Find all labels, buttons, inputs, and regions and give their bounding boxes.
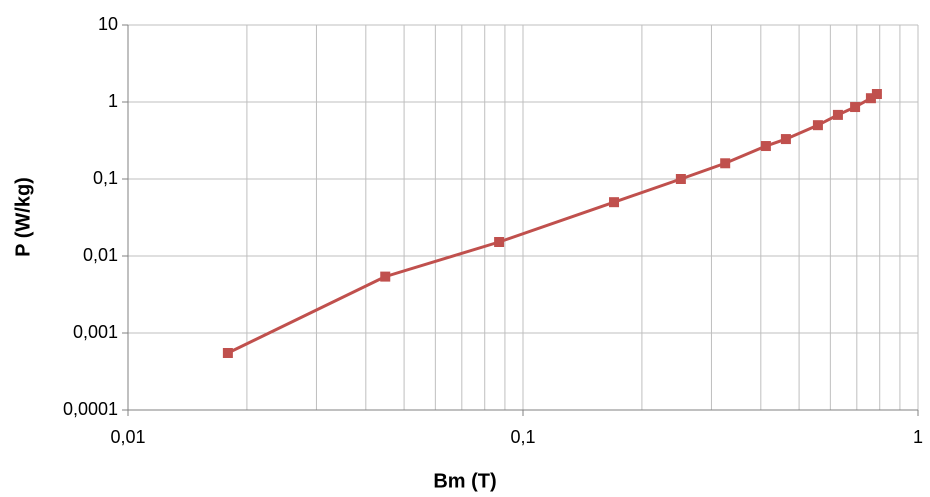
y-tick-label: 0,001 (73, 322, 118, 342)
data-marker (380, 271, 391, 282)
data-marker (865, 93, 876, 104)
x-tick-label: 0,01 (110, 427, 145, 447)
data-marker (609, 197, 620, 208)
y-tick-label: 0,1 (93, 168, 118, 188)
data-marker (760, 141, 771, 152)
x-axis-label: Bm (T) (433, 470, 496, 492)
x-tick-label: 0,1 (510, 427, 535, 447)
data-marker (832, 109, 843, 120)
data-marker (494, 236, 505, 247)
data-marker (222, 347, 233, 358)
data-line (227, 92, 878, 355)
data-marker (812, 120, 823, 131)
data-marker (850, 102, 861, 113)
y-tick-label: 0,0001 (63, 399, 118, 419)
y-tick-label: 10 (98, 14, 118, 34)
y-tick-label: 0,01 (83, 245, 118, 265)
data-marker (780, 134, 791, 145)
y-tick-label: 1 (108, 91, 118, 111)
data-marker (675, 174, 686, 184)
x-tick-label: 1 (913, 427, 923, 447)
y-axis-label: P (W/kg) (12, 177, 34, 257)
data-marker (720, 158, 731, 169)
data-marker (871, 89, 882, 100)
